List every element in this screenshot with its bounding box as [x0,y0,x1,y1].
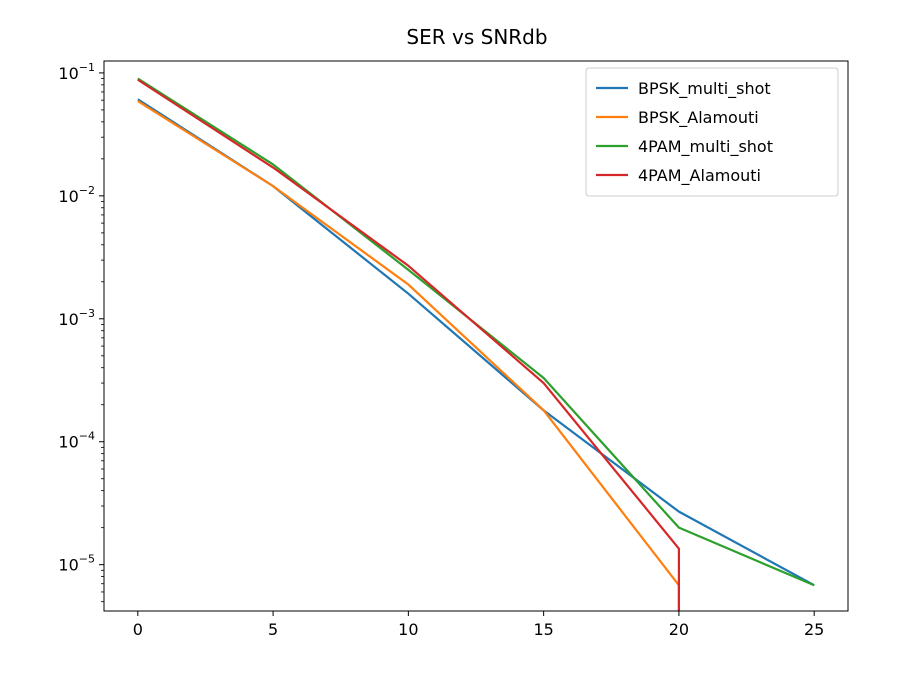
y-tick-label: 10−3 [58,307,95,329]
series-layer [137,77,815,611]
x-tick-label: 20 [669,620,689,639]
x-tick-label: 10 [398,620,418,639]
series-line-4 [137,78,681,611]
legend-label: BPSK_multi_shot [638,79,771,99]
plot-area [103,60,849,612]
x-tick-label: 15 [533,620,553,639]
x-tick-label: 5 [268,620,278,639]
x-axis: 0 5 10 15 20 25 [133,611,824,639]
y-tick-label: 10−1 [58,61,95,83]
y-tick-label: 10−2 [58,184,95,206]
x-tick-label: 0 [133,620,143,639]
plot-frame [103,60,849,612]
y-tick-label: 10−5 [58,553,95,575]
y-tick-label: 10−4 [58,430,95,452]
chart-title: SER vs SNRdb [406,25,547,49]
y-axis: 10−1 10−2 10−3 10−4 10−5 [58,61,104,603]
legend-label: 4PAM_multi_shot [638,137,773,157]
legend-label: 4PAM_Alamouti [638,166,761,186]
legend-box [585,67,839,197]
legend-label: BPSK_Alamouti [638,108,759,128]
x-tick-label: 25 [804,620,824,639]
legend: BPSK_multi_shot BPSK_Alamouti 4PAM_multi_s… [585,67,839,197]
